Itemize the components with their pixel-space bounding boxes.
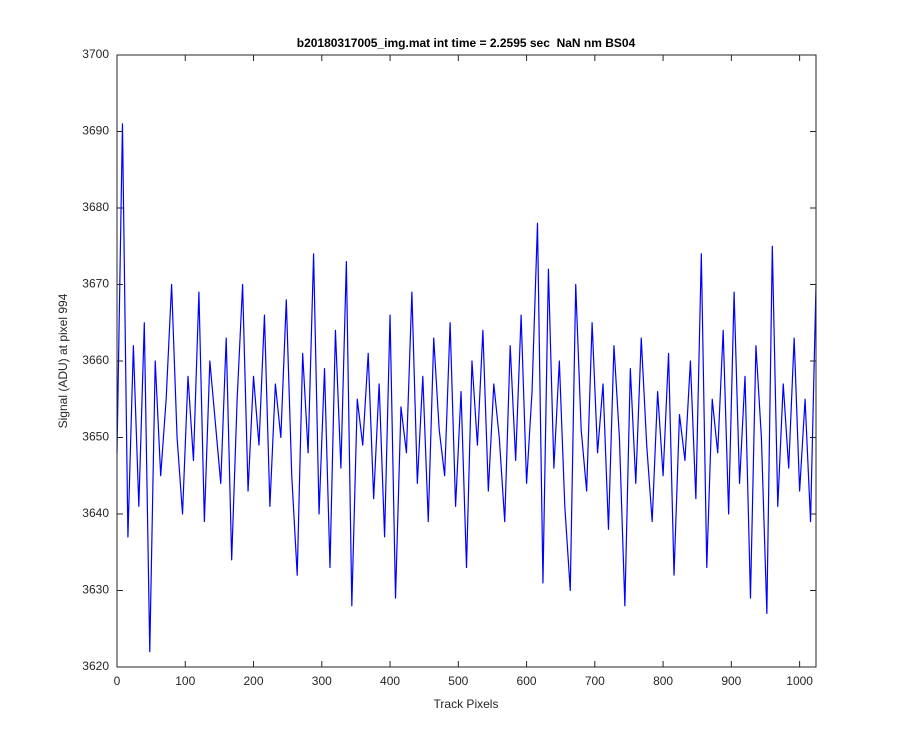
x-tick-label: 900 xyxy=(721,674,741,688)
x-axis-label: Track Pixels xyxy=(434,697,499,711)
y-tick-label: 3620 xyxy=(82,659,109,673)
y-tick-label: 3660 xyxy=(82,353,109,367)
x-tick-label: 500 xyxy=(448,674,468,688)
data-line xyxy=(116,123,817,653)
y-axis-label: Signal (ADU) at pixel 994 xyxy=(56,293,70,428)
y-tick-label: 3700 xyxy=(82,47,109,61)
y-tick-label: 3630 xyxy=(82,583,109,597)
y-tick-label: 3640 xyxy=(82,506,109,520)
x-tick-label: 0 xyxy=(114,674,121,688)
x-tick-label: 100 xyxy=(175,674,195,688)
x-tick-label: 700 xyxy=(585,674,605,688)
y-tick-label: 3680 xyxy=(82,200,109,214)
y-tick-label: 3650 xyxy=(82,430,109,444)
x-tick-label: 1000 xyxy=(786,674,813,688)
x-tick-label: 200 xyxy=(244,674,264,688)
chart-title: b20180317005_img.mat int time = 2.2595 s… xyxy=(297,36,636,50)
x-tick-label: 300 xyxy=(312,674,332,688)
x-tick-label: 600 xyxy=(517,674,537,688)
y-tick-label: 3690 xyxy=(82,124,109,138)
y-tick-label: 3670 xyxy=(82,277,109,291)
x-tick-label: 400 xyxy=(380,674,400,688)
x-tick-label: 800 xyxy=(653,674,673,688)
